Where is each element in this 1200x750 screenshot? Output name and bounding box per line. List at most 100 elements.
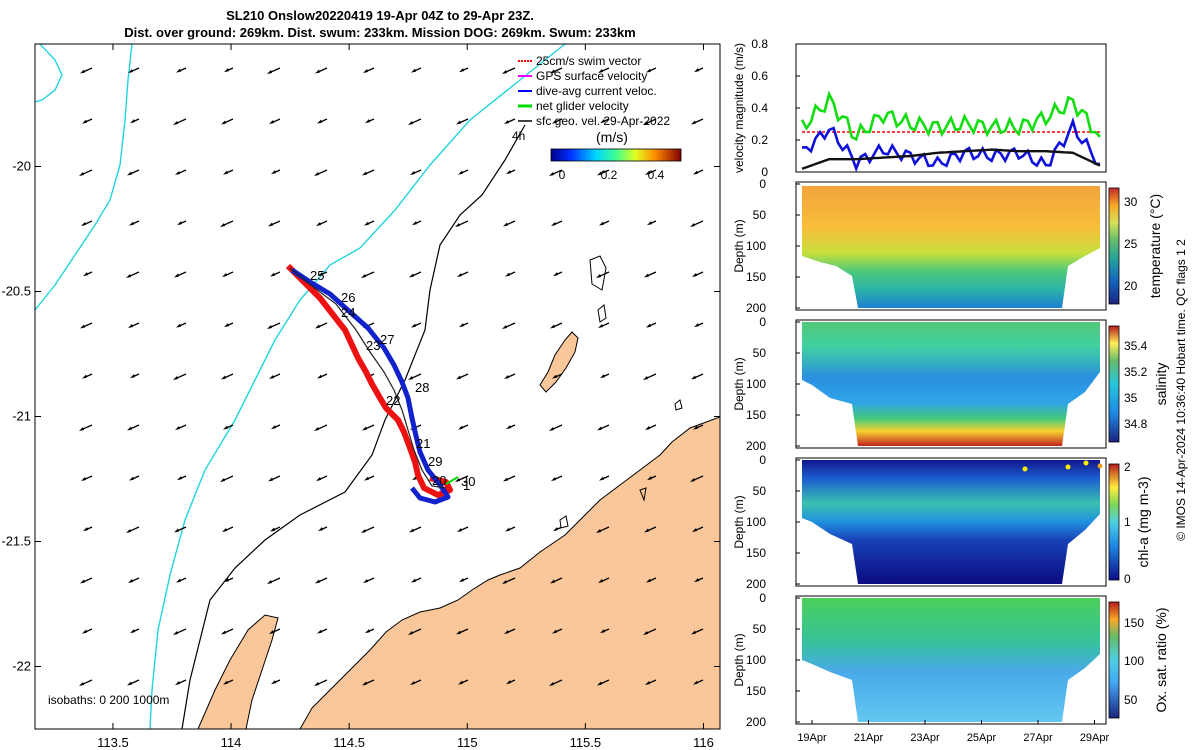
chla-dot-1 xyxy=(1022,466,1028,472)
velocity-arrow xyxy=(271,169,281,175)
isobath-1000 xyxy=(149,44,566,729)
map-axis-ticks: 113.5 114 114.5 115 115.5 116 -20 -20.5 -21 -21.5… xyxy=(1,44,720,750)
map-ytick-label: -20.5 xyxy=(1,284,31,299)
velocity-arrow xyxy=(127,169,140,176)
velocity-arrow xyxy=(361,526,375,533)
colorbar-tick-2: 0.4 xyxy=(648,168,665,182)
temperature-cb-tick-0: 30 xyxy=(1124,195,1138,209)
chla-cb-tick-0: 2 xyxy=(1124,460,1131,474)
velocity-arrow xyxy=(129,220,140,226)
oxygen-colorbar xyxy=(1108,601,1120,719)
velocity-arrow xyxy=(269,118,281,125)
copyright-side-note: © IMOS 14-Apr-2024 10:36:40 Hobart time.… xyxy=(1174,239,1188,541)
velocity-arrow xyxy=(270,271,281,277)
temperature-cb-tick-1: 25 xyxy=(1124,237,1138,251)
velocity-arrow xyxy=(127,679,140,686)
velocity-arrow xyxy=(317,628,328,634)
velocity-arrow xyxy=(598,67,610,74)
velocity-arrow xyxy=(173,373,187,380)
salinity-colorbar xyxy=(1108,325,1120,443)
velocity-arrow xyxy=(363,577,375,584)
time-tick-label: 29Apr xyxy=(1080,732,1110,744)
isobath-200 xyxy=(181,124,526,729)
depth-tick-label: 150 xyxy=(746,546,766,560)
chla-cb-tick-2: 0 xyxy=(1124,572,1131,586)
legend-item-dive: dive-avg current veloc. xyxy=(518,84,657,98)
velocity-arrow xyxy=(80,67,93,74)
depth-tick-label: 50 xyxy=(753,346,767,360)
velocity-arrow xyxy=(223,679,234,685)
temperature-cblabel: temperature (°C) xyxy=(1147,194,1163,298)
oxygen-cblabel: Ox. sat. ratio (%) xyxy=(1153,607,1169,712)
velocity-arrow xyxy=(504,628,516,635)
legend-label-gps: GPS surface velocity xyxy=(536,69,647,83)
velocity-arrow xyxy=(506,169,516,175)
velocity-arrow xyxy=(550,577,563,584)
velocity-arrow xyxy=(128,577,140,584)
oxygen-panel: Depth (m) 150 100 50 Ox. sat. ratio (%) xyxy=(732,595,1169,725)
velocity-arrow xyxy=(692,526,704,533)
depth-tick-label: 50 xyxy=(753,484,767,498)
salinity-panel: Depth (m) 35.4 35.2 35 34.8 salinity xyxy=(732,319,1169,449)
velocity-arrow xyxy=(409,526,422,533)
figure-title-line1: SL210 Onslow20220419 19-Apr 04Z to 29-Ap… xyxy=(226,8,534,23)
velocity-arrow xyxy=(456,628,469,635)
velocity-arrow xyxy=(363,67,375,74)
velocity-arrow xyxy=(269,373,281,380)
velocity-arrow xyxy=(81,475,93,482)
depth-tick-label: 200 xyxy=(746,301,766,315)
velocity-arrow xyxy=(362,679,375,686)
velocity-arrow xyxy=(222,271,234,278)
velocity-ylabel: velocity magnitude (m/s) xyxy=(732,43,746,173)
velocity-arrow xyxy=(599,475,610,481)
velocity-arrow xyxy=(128,67,140,74)
map-xtick-label: 115 xyxy=(457,735,478,750)
velocity-arrow xyxy=(82,373,93,379)
velocity-arrow xyxy=(410,679,422,686)
velocity-arrow xyxy=(82,118,93,124)
velocity-arrow xyxy=(599,220,610,226)
velocity-arrow xyxy=(411,67,422,73)
time-tick-label: 19Apr xyxy=(797,732,827,744)
depth-tick-label: 0 xyxy=(759,453,766,467)
velocity-arrow xyxy=(223,169,234,175)
depth-tick-label: 150 xyxy=(746,270,766,284)
velocity-arrow xyxy=(694,577,704,583)
map-colorbar: (m/s) 0 0.2 0.4 xyxy=(550,129,682,182)
velocity-arrow xyxy=(83,271,93,277)
map-ytick-label: -21 xyxy=(12,409,31,424)
velocity-arrow xyxy=(314,679,328,686)
map-frame xyxy=(34,43,721,730)
velocity-arrow xyxy=(80,322,93,329)
velocity-arrow xyxy=(270,526,281,532)
velocity-arrow xyxy=(267,577,281,584)
velocity-arrow xyxy=(691,118,704,125)
map-ytick-label: -22 xyxy=(12,659,31,674)
velocity-arrow xyxy=(647,220,657,226)
velocity-arrow xyxy=(456,118,469,125)
temperature-panel: Depth (m) 30 25 20 temperature (°C) xyxy=(732,181,1163,311)
temperature-ylabel: Depth (m) xyxy=(732,219,746,272)
legend-item-net: net glider velocity xyxy=(518,99,629,113)
salinity-cb-tick-0: 35.4 xyxy=(1124,339,1148,353)
velocity-ytick-label: 0.8 xyxy=(751,37,768,51)
velocity-arrow xyxy=(550,67,563,74)
velocity-arrow xyxy=(221,373,234,380)
velocity-arrow xyxy=(271,424,281,430)
legend-item-swim: 25cm/s swim vector xyxy=(518,54,641,68)
map-xtick-label: 114 xyxy=(221,735,242,750)
velocity-arrow xyxy=(221,628,234,635)
colorbar-tick-0: 0 xyxy=(559,168,566,182)
depth-tick-label: 0 xyxy=(759,591,766,605)
velocity-arrow xyxy=(645,169,657,176)
velocity-arrow xyxy=(458,679,469,685)
land-barrow-island xyxy=(539,331,579,393)
map-xtick-label: 114.5 xyxy=(333,735,365,750)
velocity-arrow xyxy=(597,169,610,176)
velocity-arrow xyxy=(504,373,516,380)
velocity-arrow xyxy=(408,628,422,635)
chla-cblabel: chl-a (mg m-3) xyxy=(1135,476,1151,567)
chla-cb-tick-1: 1 xyxy=(1124,515,1131,529)
time-tick-label: 21Apr xyxy=(854,732,884,744)
